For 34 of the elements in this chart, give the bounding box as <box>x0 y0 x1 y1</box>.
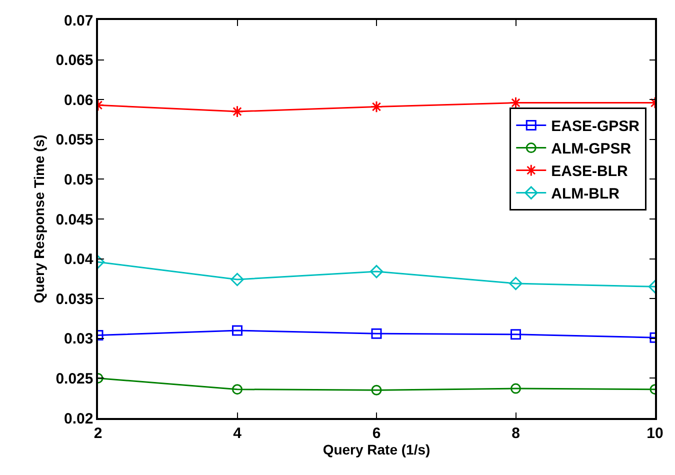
y-tick-label: 0.04 <box>64 251 94 268</box>
point <box>232 325 242 336</box>
y-tick-label: 0.07 <box>64 12 94 30</box>
y-tick-label: 0.02 <box>64 410 94 428</box>
x-tick-label: 10 <box>646 424 664 442</box>
point <box>510 329 521 340</box>
point <box>370 100 383 113</box>
x-tick-label: 4 <box>233 424 242 442</box>
y-tick-label: 0.025 <box>56 370 94 388</box>
legend-label: EASE-BLR <box>551 163 628 180</box>
y-tick-label: 0.065 <box>56 52 94 70</box>
x-tick-label: 2 <box>94 424 102 442</box>
legend-label: ALM-BLR <box>551 186 620 203</box>
point <box>230 272 244 286</box>
point <box>509 276 522 290</box>
y-tick-label: 0.035 <box>56 290 94 308</box>
y-tick-label: 0.05 <box>64 171 94 188</box>
x-axis-title: Query Rate (1/s) <box>322 442 430 458</box>
point <box>371 384 382 396</box>
point <box>371 328 382 339</box>
legend-label: ALM-GPSR <box>551 140 632 158</box>
point <box>510 96 522 109</box>
point <box>231 105 244 118</box>
y-tick-label: 0.03 <box>64 330 94 348</box>
y-axis-title: Query Response Time (s) <box>30 134 47 304</box>
y-tick-label: 0.06 <box>64 92 94 109</box>
y-tick-label: 0.045 <box>56 211 94 228</box>
point <box>370 264 384 278</box>
legend-label: EASE-GPSR <box>551 118 640 136</box>
x-tick-label: 8 <box>512 424 520 442</box>
point <box>510 383 521 394</box>
point <box>232 384 242 395</box>
y-tick-label: 0.055 <box>56 132 94 149</box>
x-tick-label: 6 <box>372 424 381 442</box>
